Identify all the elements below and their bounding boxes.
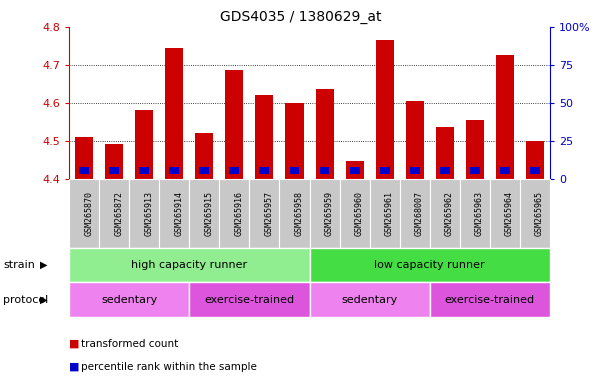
Text: ▶: ▶	[40, 295, 47, 305]
Bar	[139, 167, 149, 174]
Text: GSM265913: GSM265913	[144, 190, 153, 236]
Bar	[376, 40, 394, 179]
Bar	[165, 48, 183, 179]
Bar	[260, 167, 269, 174]
Bar	[470, 167, 480, 174]
Text: GSM265965: GSM265965	[535, 190, 544, 236]
Text: sedentary: sedentary	[101, 295, 157, 305]
Text: GSM265963: GSM265963	[475, 190, 484, 236]
Text: low capacity runner: low capacity runner	[374, 260, 485, 270]
Bar	[169, 167, 179, 174]
Text: GSM265960: GSM265960	[355, 190, 364, 236]
Bar	[195, 133, 213, 179]
Text: strain: strain	[3, 260, 35, 270]
Text: GSM265872: GSM265872	[114, 190, 123, 236]
Bar	[109, 167, 119, 174]
Text: GSM265958: GSM265958	[294, 190, 304, 236]
Text: percentile rank within the sample: percentile rank within the sample	[81, 362, 257, 372]
Text: GSM265959: GSM265959	[325, 190, 334, 236]
Text: sedentary: sedentary	[341, 295, 398, 305]
Text: GSM265914: GSM265914	[174, 190, 183, 236]
Bar	[230, 167, 239, 174]
Text: ▶: ▶	[40, 260, 47, 270]
Bar	[350, 167, 359, 174]
Bar	[135, 110, 153, 179]
Text: GSM265915: GSM265915	[204, 190, 213, 236]
Text: GSM265964: GSM265964	[505, 190, 514, 236]
Bar	[466, 120, 484, 179]
Text: GDS4035 / 1380629_at: GDS4035 / 1380629_at	[220, 10, 381, 23]
Text: GSM265870: GSM265870	[84, 190, 93, 236]
Bar	[436, 127, 454, 179]
Text: ■: ■	[69, 339, 79, 349]
Bar	[320, 167, 329, 174]
Bar	[496, 55, 514, 179]
Text: protocol: protocol	[3, 295, 48, 305]
Bar	[380, 167, 389, 174]
Bar	[105, 144, 123, 179]
Bar	[75, 137, 93, 179]
Text: GSM265957: GSM265957	[264, 190, 273, 236]
Text: exercise-trained: exercise-trained	[445, 295, 535, 305]
Bar	[79, 167, 89, 174]
Bar	[530, 167, 540, 174]
Bar	[346, 162, 364, 179]
Text: high capacity runner: high capacity runner	[131, 260, 248, 270]
Text: GSM265916: GSM265916	[234, 190, 243, 236]
Bar	[410, 167, 419, 174]
Bar	[440, 167, 450, 174]
Bar	[406, 101, 424, 179]
Text: exercise-trained: exercise-trained	[204, 295, 294, 305]
Text: GSM265961: GSM265961	[385, 190, 394, 236]
Bar	[290, 167, 299, 174]
Text: GSM265962: GSM265962	[445, 190, 454, 236]
Text: ■: ■	[69, 362, 79, 372]
Text: GSM268007: GSM268007	[415, 190, 424, 236]
Bar	[285, 103, 304, 179]
Text: transformed count: transformed count	[81, 339, 178, 349]
Bar	[526, 141, 544, 179]
Bar	[225, 71, 243, 179]
Bar	[316, 89, 334, 179]
Bar	[255, 95, 273, 179]
Bar	[200, 167, 209, 174]
Bar	[500, 167, 510, 174]
